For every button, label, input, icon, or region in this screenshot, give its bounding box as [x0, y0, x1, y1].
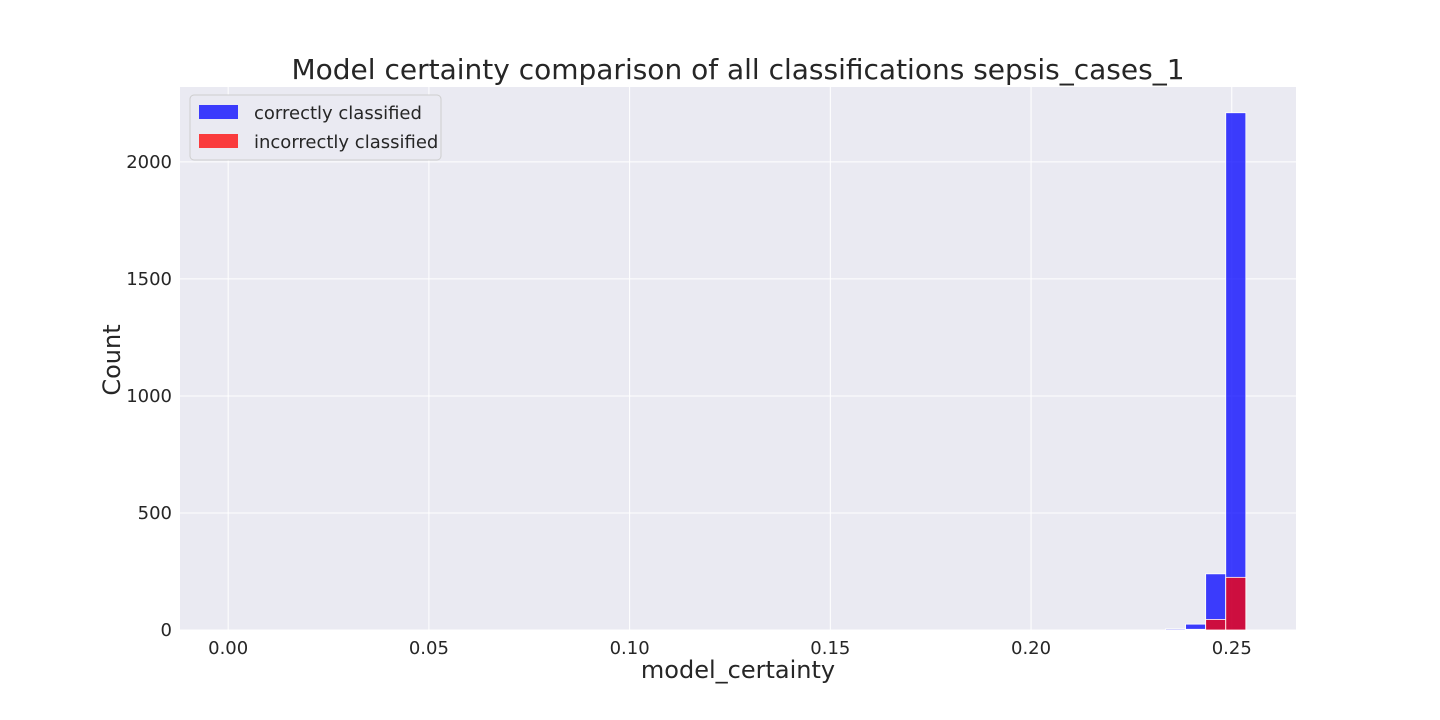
y-axis-label: Count — [98, 324, 126, 395]
bar-incorrect-3 — [1225, 576, 1247, 631]
y-tick-label: 500 — [138, 503, 172, 524]
legend-swatch-incorrect — [199, 134, 238, 148]
x-tick-label: 0.20 — [1011, 638, 1051, 659]
legend-swatch-correct — [199, 105, 238, 119]
legend-box — [189, 94, 442, 161]
legend-label-incorrect: incorrectly classified — [254, 132, 438, 153]
y-tick-label: 2000 — [126, 152, 172, 173]
bar-incorrect-2 — [1205, 619, 1227, 631]
bar-correct-3 — [1225, 112, 1247, 631]
x-axis-label: model_certainty — [641, 656, 835, 684]
legend: correctly classified incorrectly classif… — [189, 94, 442, 161]
x-tick-label: 0.00 — [208, 638, 248, 659]
x-tick-label: 0.25 — [1212, 638, 1252, 659]
x-tick-labels: 0.00 0.05 0.10 0.15 0.20 0.25 — [208, 638, 1252, 659]
histogram-bars — [1165, 112, 1247, 631]
plot-background — [180, 87, 1296, 630]
y-tick-label: 1000 — [126, 386, 172, 407]
y-tick-label: 1500 — [126, 269, 172, 290]
y-tick-label: 0 — [161, 620, 172, 641]
bar-incorrect-1 — [1185, 628, 1207, 631]
x-tick-label: 0.05 — [409, 638, 449, 659]
chart-title: Model certainty comparison of all classi… — [291, 53, 1184, 86]
x-tick-label: 0.10 — [610, 638, 650, 659]
x-tick-label: 0.15 — [810, 638, 850, 659]
legend-label-correct: correctly classified — [254, 103, 422, 124]
y-tick-labels: 0 500 1000 1500 2000 — [126, 152, 172, 641]
